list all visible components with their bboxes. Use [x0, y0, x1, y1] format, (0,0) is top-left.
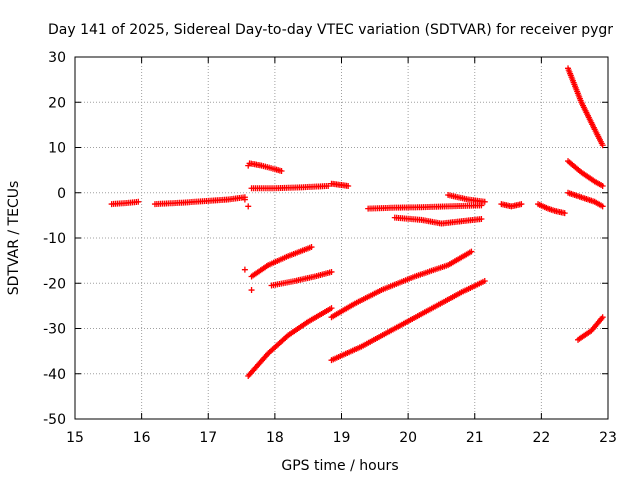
isolated-data-point [241, 196, 248, 203]
data-point [561, 210, 568, 217]
y-tick-label: -50 [43, 412, 66, 428]
data-point [599, 142, 606, 149]
y-tick-label: -10 [43, 231, 66, 247]
data-point [325, 182, 332, 189]
series-track-9 [498, 201, 525, 210]
data-point [599, 203, 606, 210]
series-track-19 [575, 314, 606, 343]
series-track-17 [328, 277, 488, 364]
data-point [481, 277, 488, 284]
data-point [278, 168, 285, 175]
x-tick-label: 22 [532, 430, 550, 446]
data-point [308, 244, 315, 251]
series-track-3 [246, 160, 285, 175]
x-tick-label: 18 [266, 430, 284, 446]
chart-title: Day 141 of 2025, Sidereal Day-to-day VTE… [48, 22, 613, 38]
series-track-8 [445, 192, 488, 205]
series-track-1 [108, 198, 142, 208]
series-track-4 [248, 182, 332, 192]
data-point [345, 182, 352, 189]
y-tick-label: 10 [48, 141, 66, 157]
data-point [468, 248, 475, 255]
y-tick-label: 20 [48, 95, 66, 111]
data-point [328, 268, 335, 275]
series-track-11 [565, 65, 606, 149]
series-track-12 [565, 158, 606, 189]
series-track-15 [268, 268, 335, 289]
series-track-18 [245, 305, 335, 380]
data-point [478, 215, 485, 222]
series-track-6 [365, 202, 485, 212]
isolated-data-point [245, 162, 252, 169]
grid-lines [75, 57, 608, 419]
series-track-13 [565, 189, 606, 210]
x-tick-label: 21 [466, 430, 484, 446]
x-tick-label: 15 [66, 430, 84, 446]
data-point [135, 198, 142, 205]
series-track-2 [151, 194, 248, 208]
series-track-7 [391, 214, 485, 227]
data-point [481, 198, 488, 205]
series-track-10 [535, 201, 568, 217]
data-point [599, 314, 606, 321]
plot-frame [74, 56, 609, 420]
data-points [108, 65, 606, 380]
isolated-data-point [248, 287, 255, 294]
data-point [328, 305, 335, 312]
x-tick-label: 20 [399, 430, 417, 446]
x-tick-label: 19 [333, 430, 351, 446]
x-tick-label: 23 [599, 430, 617, 446]
series-track-16 [328, 248, 475, 321]
y-tick-label: -20 [43, 276, 66, 292]
axis-ticks: 15 16 17 18 19 20 21 22 23 30 20 10 0 -10 -20 -30 -40 -50 [43, 50, 617, 446]
isolated-data-point [241, 266, 248, 273]
series-track-14 [248, 244, 315, 280]
x-tick-label: 17 [199, 430, 217, 446]
y-axis-label: SDTVAR / TECUs [6, 181, 22, 296]
x-tick-label: 16 [133, 430, 151, 446]
y-tick-label: 0 [57, 186, 66, 202]
isolated-data-point [245, 203, 252, 210]
x-axis-label: GPS time / hours [281, 458, 398, 474]
y-tick-label: -40 [43, 367, 66, 383]
series-track-5 [328, 180, 352, 189]
data-point [599, 182, 606, 189]
y-tick-label: 30 [48, 50, 66, 66]
data-point [518, 201, 525, 208]
y-tick-label: -30 [43, 322, 66, 338]
